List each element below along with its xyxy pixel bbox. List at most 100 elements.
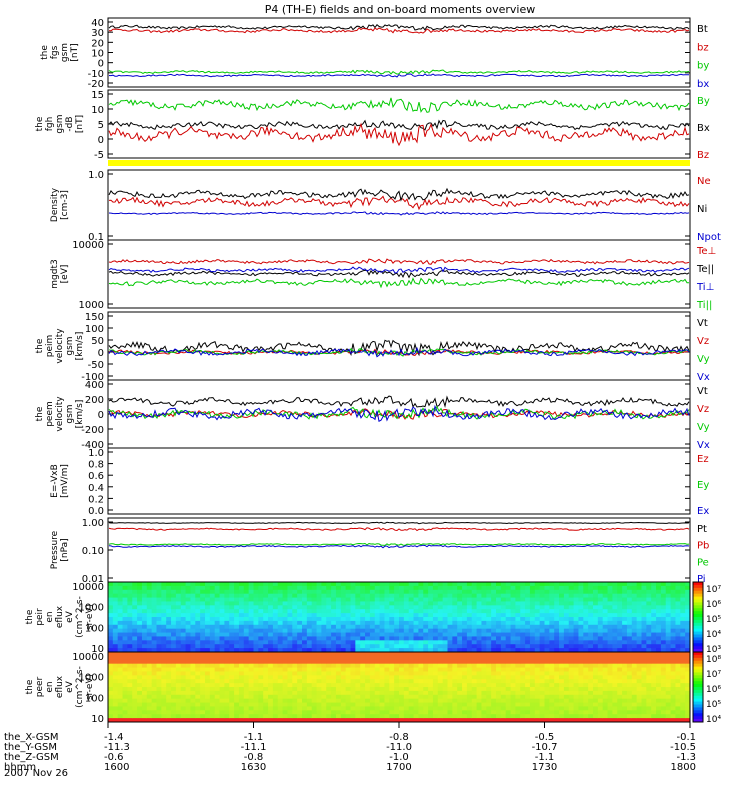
y-tick-label: 15 [91, 90, 104, 101]
heatmap-cell [234, 628, 240, 634]
heatmap-cell [331, 636, 337, 641]
heatmap-cell [554, 589, 560, 595]
heatmap-cell [452, 589, 458, 595]
heatmap-cell [525, 659, 531, 665]
heatmap-cell [583, 582, 589, 587]
heatmap-cell [195, 628, 201, 634]
heatmap-cell [277, 589, 284, 595]
heatmap-cell [108, 714, 114, 719]
heatmap-cell [326, 718, 332, 723]
heatmap-cell [428, 605, 434, 610]
heatmap-cell [675, 593, 681, 599]
heatmap-cell [360, 589, 366, 595]
heatmap-cell [311, 605, 318, 610]
heatmap-cell [442, 675, 448, 680]
heatmap-cell [597, 702, 604, 707]
heatmap-cell [447, 679, 453, 684]
heatmap-cell [500, 667, 507, 672]
heatmap-cell [146, 585, 153, 591]
heatmap-cell [263, 597, 269, 602]
heatmap-cell [656, 624, 662, 630]
heatmap-cell [350, 706, 356, 711]
heatmap-cell [132, 683, 138, 688]
heatmap-cell [418, 628, 424, 634]
heatmap-cell [200, 636, 206, 641]
heatmap-cell [447, 714, 453, 719]
heatmap-cell [496, 593, 502, 599]
heatmap-cell [331, 702, 337, 707]
heatmap-cell [151, 620, 157, 626]
heatmap-cell [277, 702, 284, 707]
heatmap-cell [306, 714, 313, 719]
heatmap-cell [403, 636, 410, 641]
heatmap-cell [108, 710, 114, 715]
heatmap-cell [219, 582, 225, 587]
legend-entry: Ti|| [696, 300, 712, 311]
heatmap-cell [583, 698, 589, 704]
y-tick-label: 0 [98, 410, 104, 421]
heatmap-cell [466, 620, 473, 626]
heatmap-cell [151, 636, 157, 641]
heatmap-cell [161, 640, 167, 645]
heatmap-cell [399, 675, 405, 680]
heatmap-cell [326, 702, 332, 707]
footer-value: -11.1 [241, 742, 267, 753]
colorbar-cell [693, 640, 703, 644]
heatmap-cell [665, 706, 672, 711]
heatmap-cell [369, 582, 376, 587]
heatmap-cell [588, 601, 594, 606]
heatmap-cell [515, 609, 521, 614]
heatmap-cell [394, 710, 400, 715]
series-line-Te⊥ [108, 258, 690, 265]
heatmap-cell [108, 698, 114, 704]
heatmap-cell [321, 640, 327, 645]
heatmap-cell [544, 710, 550, 715]
heatmap-cell [369, 718, 376, 723]
heatmap-cell [593, 675, 599, 680]
heatmap-cell [520, 714, 526, 719]
series-line-by [108, 69, 690, 75]
heatmap-cell [185, 659, 191, 665]
heatmap-cell [146, 706, 153, 711]
heatmap-cell [374, 597, 381, 602]
heatmap-cell [171, 675, 177, 680]
heatmap-cell [583, 609, 589, 614]
heatmap-cell [515, 675, 521, 680]
heatmap-cell [559, 628, 565, 634]
heatmap-cell [423, 667, 429, 672]
heatmap-cell [350, 659, 356, 665]
heatmap-cell [403, 644, 410, 649]
heatmap-cell [166, 702, 172, 707]
heatmap-cell [510, 585, 516, 591]
heatmap-cell [190, 671, 196, 676]
heatmap-cell [597, 683, 604, 688]
heatmap-cell [597, 671, 604, 676]
heatmap-cell [651, 659, 657, 665]
heatmap-cell [146, 601, 153, 606]
heatmap-cell [539, 690, 545, 696]
heatmap-cell [229, 698, 235, 704]
heatmap-cell [190, 675, 196, 680]
heatmap-cell [127, 698, 133, 704]
heatmap-cell [292, 675, 298, 680]
heatmap-cell [146, 683, 153, 688]
heatmap-cell [670, 648, 676, 653]
heatmap-cell [515, 687, 521, 692]
heatmap-cell [122, 679, 128, 684]
heatmap-cell [200, 648, 206, 653]
heatmap-cell [432, 663, 439, 669]
heatmap-cell [141, 659, 148, 665]
heatmap-cell [660, 601, 667, 606]
heatmap-cell [365, 593, 371, 599]
heatmap-cell [626, 706, 633, 711]
heatmap-cell [656, 667, 662, 672]
heatmap-cell [588, 694, 594, 700]
heatmap-cell [321, 659, 327, 665]
heatmap-cell [277, 648, 284, 653]
heatmap-cell [340, 706, 347, 711]
heatmap-cell [175, 589, 182, 595]
heatmap-cell [200, 702, 206, 707]
colorbar-cell [693, 619, 703, 624]
heatmap-cell [190, 617, 196, 622]
heatmap-cell [452, 718, 458, 723]
